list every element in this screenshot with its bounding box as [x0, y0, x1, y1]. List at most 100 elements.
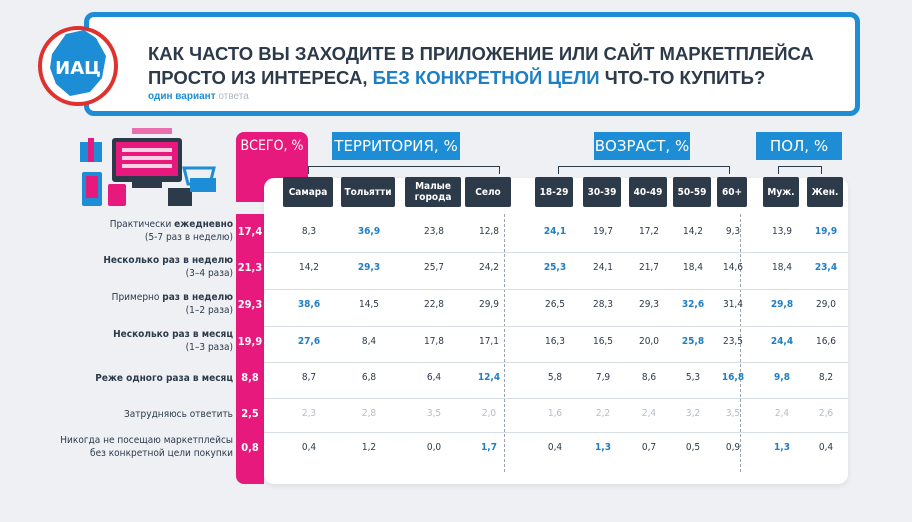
- table-cell: 18,4: [682, 262, 704, 273]
- column-header: 18-29: [535, 177, 573, 207]
- table-cell: 14,6: [722, 262, 744, 273]
- age-header: Возраст, %: [594, 132, 690, 160]
- table-cell: 8,7: [301, 372, 317, 383]
- group-divider: [504, 214, 505, 472]
- table-cell: 29,3: [638, 299, 660, 310]
- table-cell: 29,9: [478, 299, 500, 310]
- column-header: Малые города: [405, 177, 461, 207]
- row-divider: [264, 289, 848, 290]
- table-cell: 16,5: [592, 336, 614, 347]
- row-divider: [264, 326, 848, 327]
- total-value: 17,4: [237, 225, 263, 238]
- table-cell: 14,2: [298, 262, 320, 273]
- sex-header: Пол, %: [756, 132, 842, 160]
- table-cell: 1,3: [595, 442, 611, 453]
- table-cell: 9,8: [774, 372, 790, 383]
- row-label: Несколько раз в неделю (3–4 раза): [103, 255, 233, 279]
- table-cell: 24,1: [543, 226, 567, 237]
- table-cell: 29,8: [770, 299, 794, 310]
- table-cell: 1,6: [547, 408, 563, 419]
- total-value: 2,5: [241, 407, 259, 420]
- row-label: Затрудняюсь ответить: [124, 409, 233, 420]
- row-label: Никогда не посещаю маркетплейсы без конкр…: [60, 435, 233, 459]
- table-cell: 12,8: [478, 226, 500, 237]
- table-cell: 8,4: [361, 336, 377, 347]
- table-cell: 2,8: [361, 408, 377, 419]
- table-cell: 17,1: [478, 336, 500, 347]
- table-cell: 24,4: [770, 336, 794, 347]
- row-divider: [264, 362, 848, 363]
- table-cell: 14,5: [358, 299, 380, 310]
- table-cell: 38,6: [297, 299, 321, 310]
- table-cell: 0,5: [685, 442, 701, 453]
- table-cell: 5,8: [547, 372, 563, 383]
- column-header: Тольятти: [341, 177, 395, 207]
- table-cell: 23,4: [814, 262, 838, 273]
- total-column: [236, 214, 264, 484]
- table-cell: 29,0: [815, 299, 837, 310]
- column-header: 50-59: [673, 177, 711, 207]
- table-cell: 0,7: [641, 442, 657, 453]
- table-cell: 16,3: [544, 336, 566, 347]
- page-title: Как часто вы заходите в приложение или с…: [148, 43, 814, 88]
- total-value: 8,8: [241, 371, 259, 384]
- subtitle: один вариант ответа: [148, 91, 249, 102]
- table-cell: 1,7: [481, 442, 497, 453]
- column-header: Жен.: [807, 177, 843, 207]
- table-cell: 25,8: [681, 336, 705, 347]
- total-value: 0,8: [241, 441, 259, 454]
- table-cell: 14,2: [682, 226, 704, 237]
- table-cell: 32,6: [681, 299, 705, 310]
- row-label: Несколько раз в месяц (1–3 раза): [113, 329, 233, 353]
- table-cell: 26,5: [544, 299, 566, 310]
- sex-bracket: [778, 166, 822, 174]
- row-label: Примерно раз в неделю (1–2 раза): [111, 292, 233, 316]
- row-label: Практически ежедневно (5-7 раз в неделю): [109, 219, 233, 243]
- table-cell: 36,9: [357, 226, 381, 237]
- table-cell: 31,4: [722, 299, 744, 310]
- column-header: Самара: [283, 177, 333, 207]
- svg-text:ИАЦ: ИАЦ: [55, 58, 101, 79]
- total-value: 21,3: [237, 261, 263, 274]
- table-cell: 22,8: [423, 299, 445, 310]
- territory-bracket: [308, 166, 500, 174]
- table-cell: 21,7: [638, 262, 660, 273]
- table-cell: 19,9: [814, 226, 838, 237]
- table-cell: 17,2: [638, 226, 660, 237]
- table-cell: 0,4: [818, 442, 834, 453]
- territory-header: Территория, %: [332, 132, 460, 160]
- table-cell: 2,6: [818, 408, 834, 419]
- table-cell: 0,4: [547, 442, 563, 453]
- total-value: 29,3: [237, 298, 263, 311]
- column-header: 60+: [717, 177, 747, 207]
- table-cell: 24,2: [478, 262, 500, 273]
- table-cell: 7,9: [595, 372, 611, 383]
- column-header: 40-49: [629, 177, 667, 207]
- table-cell: 1,2: [361, 442, 377, 453]
- column-header: 30-39: [583, 177, 621, 207]
- table-cell: 25,3: [543, 262, 567, 273]
- table-cell: 0,0: [426, 442, 442, 453]
- table-cell: 24,1: [592, 262, 614, 273]
- logo: ИАЦ: [38, 26, 118, 106]
- column-header: Село: [465, 177, 511, 207]
- table-cell: 2,4: [641, 408, 657, 419]
- row-divider: [264, 398, 848, 399]
- table-cell: 6,8: [361, 372, 377, 383]
- table-cell: 0,9: [725, 442, 741, 453]
- table-cell: 3,2: [685, 408, 701, 419]
- table-cell: 25,7: [423, 262, 445, 273]
- table-cell: 8,6: [641, 372, 657, 383]
- total-value: 19,9: [237, 335, 263, 348]
- table-cell: 2,0: [481, 408, 497, 419]
- table-cell: 18,4: [771, 262, 793, 273]
- row-label: Реже одного раза в месяц: [95, 373, 233, 384]
- table-cell: 16,8: [721, 372, 745, 383]
- shopping-illustration-icon: [80, 128, 216, 206]
- table-cell: 16,6: [815, 336, 837, 347]
- column-header: Муж.: [763, 177, 799, 207]
- table-cell: 8,3: [301, 226, 317, 237]
- table-cell: 6,4: [426, 372, 442, 383]
- table-cell: 23,8: [423, 226, 445, 237]
- table-cell: 9,3: [725, 226, 741, 237]
